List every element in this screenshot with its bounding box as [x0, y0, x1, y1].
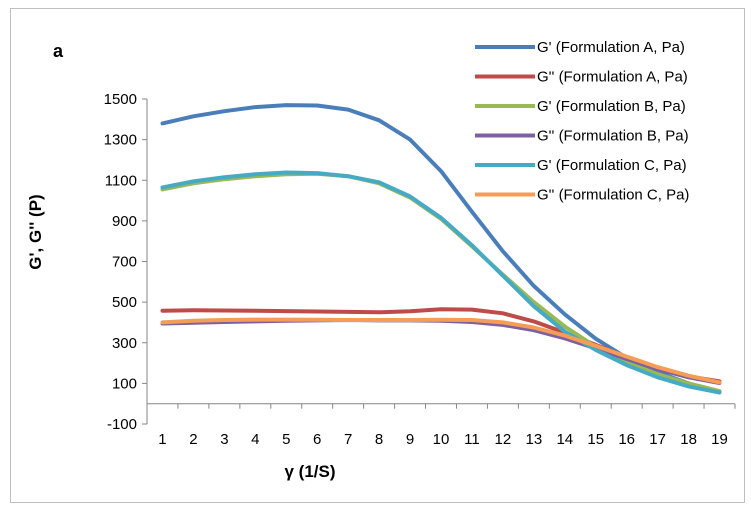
y-tick-label: 1500: [104, 91, 137, 108]
x-tick-label: 3: [220, 431, 228, 448]
y-tick-label: 700: [112, 254, 137, 271]
x-tick-label: 18: [680, 431, 697, 448]
series-line-5: [160, 170, 722, 395]
x-tick-label: 17: [649, 431, 666, 448]
x-tick-label: 15: [587, 431, 604, 448]
y-tick-label: 1100: [105, 172, 137, 189]
x-tick-label: 13: [525, 431, 542, 448]
y-tick-label: 300: [112, 335, 137, 352]
legend-label-5: G' (Formulation C, Pa): [537, 157, 687, 174]
x-tick-label: 7: [344, 431, 352, 448]
series-line-4: [160, 318, 722, 385]
y-axis-title: G', G'' (P): [26, 194, 45, 269]
x-tick-label: 11: [464, 431, 480, 448]
y-tick-label: 900: [112, 213, 137, 230]
x-tick-label: 5: [282, 431, 290, 448]
x-tick-label: 6: [313, 431, 321, 448]
x-tick-label: 1: [158, 431, 166, 448]
y-tick-label: 500: [112, 294, 137, 311]
x-tick-label: 8: [375, 431, 383, 448]
legend-label-6: G'' (Formulation C, Pa): [537, 187, 689, 204]
x-tick-label: 14: [556, 431, 573, 448]
series-line-1: [160, 103, 722, 394]
series-layer: [160, 103, 722, 395]
x-tick-label: 19: [711, 431, 728, 448]
x-tick-label: 4: [251, 431, 259, 448]
panel-label: a: [53, 41, 64, 61]
y-tick-label: 100: [112, 375, 137, 392]
legend-label-3: G' (Formulation B, Pa): [537, 98, 686, 115]
x-tick-label: 9: [406, 431, 414, 448]
x-tick-label: 2: [189, 431, 197, 448]
y-tick-label: -100: [107, 416, 137, 433]
legend: G' (Formulation A, Pa) G'' (Formulation A…: [475, 39, 689, 204]
legend-label-4: G'' (Formulation B, Pa): [537, 128, 689, 145]
x-tick-label: 16: [618, 431, 635, 448]
chart-frame: -100 100 300 500 700 900 1100 1300 1500 1 2 3 4 5 6 7 8 9…: [10, 8, 745, 503]
x-tick-label: 10: [433, 431, 450, 448]
series-line-6: [160, 317, 722, 385]
y-tick-label: 1300: [104, 132, 137, 149]
legend-label-2: G'' (Formulation A, Pa): [537, 69, 688, 86]
x-axis-title: γ (1/S): [284, 462, 335, 481]
x-tick-label: 12: [495, 431, 512, 448]
legend-label-1: G' (Formulation A, Pa): [537, 39, 685, 56]
